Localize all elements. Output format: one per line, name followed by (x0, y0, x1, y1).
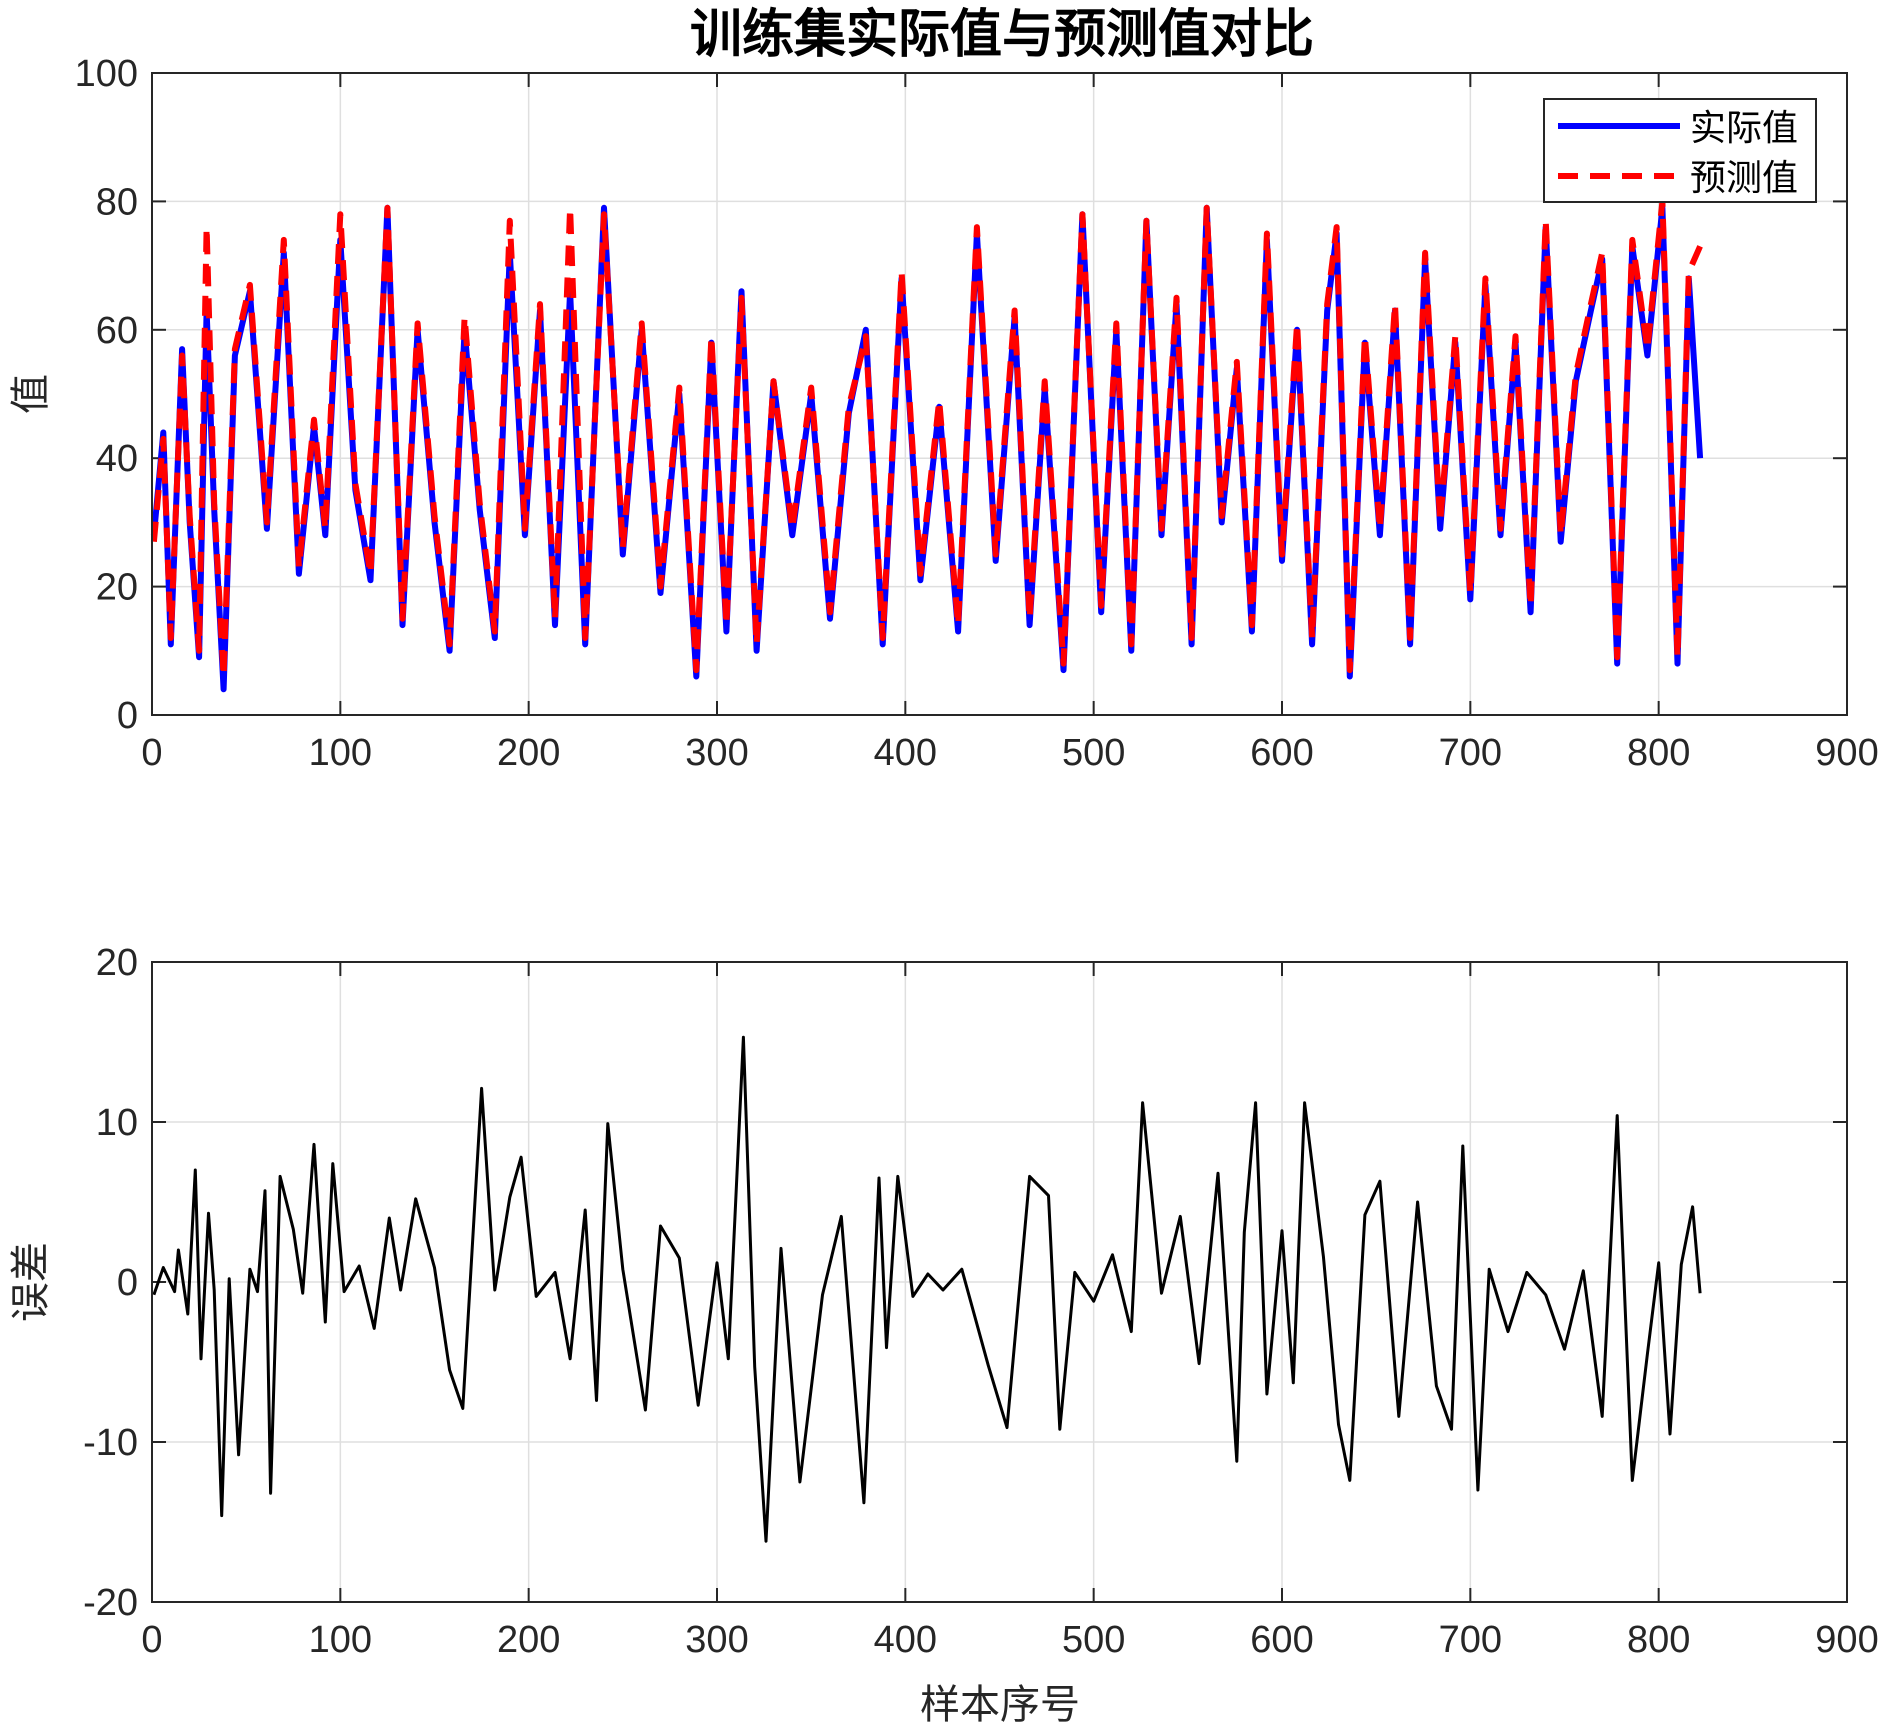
top-y-tick-label: 20 (96, 567, 138, 609)
top-y-axis-label: 值 (8, 374, 54, 414)
bottom-x-tick-label: 600 (1250, 1619, 1313, 1661)
legend-label-actual: 实际值 (1690, 108, 1798, 149)
top-y-tick-label: 40 (96, 438, 138, 480)
top-x-tick-label: 0 (141, 732, 162, 774)
bottom-series-group (152, 1035, 1702, 1543)
bottom-y-tick-label: 20 (96, 942, 138, 984)
bottom-axes-frame (151, 961, 1848, 1603)
top-series-group (150, 198, 1704, 693)
top-y-tick-label: 100 (75, 53, 138, 95)
bottom-y-tick-label: -20 (83, 1582, 138, 1624)
top-chart-title: 训练集实际值与预测值对比 (690, 4, 1314, 65)
bottom-x-tick-label: 200 (497, 1619, 560, 1661)
bottom-x-tick-label: 900 (1815, 1619, 1878, 1661)
top-x-tick-label: 200 (497, 732, 560, 774)
series-line-predicted (150, 198, 1703, 680)
legend-label-predicted: 预测值 (1690, 158, 1798, 199)
top-x-tick-label: 300 (685, 732, 748, 774)
top-tick-labels: 0 100 200 300 400 500 600 700 800 900 0 20 40 60 80 100 (75, 53, 1879, 774)
top-x-tick-label: 900 (1815, 732, 1878, 774)
bottom-y-tick-label: 0 (117, 1262, 138, 1304)
bottom-x-tick-label: 0 (141, 1619, 162, 1661)
top-x-tick-label: 400 (874, 732, 937, 774)
bottom-x-tick-label: 300 (685, 1619, 748, 1661)
bottom-x-tick-label: 800 (1627, 1619, 1690, 1661)
top-y-tick-label: 60 (96, 310, 138, 352)
top-y-tick-label: 0 (117, 695, 138, 737)
top-x-tick-label: 800 (1627, 732, 1690, 774)
bottom-y-axis-label: 误差 (8, 1242, 54, 1322)
top-axes-frame (151, 72, 1848, 716)
top-x-tick-label: 100 (309, 732, 372, 774)
bottom-tick-labels: 0 100 200 300 400 500 600 700 800 900 -20 -10 0 10 20 (83, 942, 1879, 1661)
bottom-x-tick-label: 100 (309, 1619, 372, 1661)
top-x-tick-label: 600 (1250, 732, 1313, 774)
top-axes: 训练集实际值与预测值对比 值 0 100 200 300 400 500 600 700 800… (8, 4, 1879, 774)
bottom-x-tick-label: 400 (874, 1619, 937, 1661)
bottom-y-tick-label: -10 (83, 1422, 138, 1464)
top-x-tick-label: 500 (1062, 732, 1125, 774)
bottom-x-tick-label: 700 (1439, 1619, 1502, 1661)
top-x-tick-label: 700 (1439, 732, 1502, 774)
bottom-y-tick-label: 10 (96, 1102, 138, 1144)
top-y-tick-label: 80 (96, 181, 138, 223)
bottom-axes: 误差 样本序号 0 100 200 300 400 500 600 700 800 900-20-… (8, 942, 1879, 1728)
legend: 实际值 预测值 (1543, 98, 1817, 203)
bottom-x-tick-label: 500 (1062, 1619, 1125, 1661)
error-series-line (152, 1035, 1702, 1543)
legend-box (1543, 98, 1817, 203)
bottom-x-axis-label: 样本序号 (920, 1682, 1080, 1728)
